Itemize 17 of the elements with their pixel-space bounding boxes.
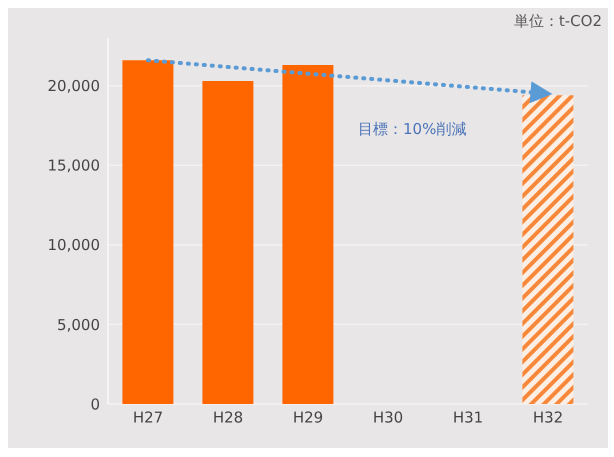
- x-tick-label: H28: [212, 408, 244, 427]
- x-tick-label: H31: [452, 408, 484, 427]
- y-tick-label: 20,000: [48, 77, 100, 96]
- x-tick-label: H29: [292, 408, 324, 427]
- bar: [202, 80, 254, 404]
- x-tick-label: H27: [132, 408, 164, 427]
- annotation: 目標：10%削減: [358, 120, 466, 139]
- bar: [522, 95, 574, 404]
- x-tick-label: H32: [532, 408, 564, 427]
- y-tick-label: 0: [90, 395, 100, 414]
- y-tick-label: 10,000: [48, 236, 100, 254]
- x-tick-label: H30: [372, 408, 404, 427]
- bar: [282, 65, 334, 404]
- y-tick-label: 5,000: [57, 316, 100, 334]
- y-tick-label: 15,000: [48, 156, 100, 175]
- text: 単位：t-CO2: [514, 12, 602, 31]
- bar: [122, 60, 174, 404]
